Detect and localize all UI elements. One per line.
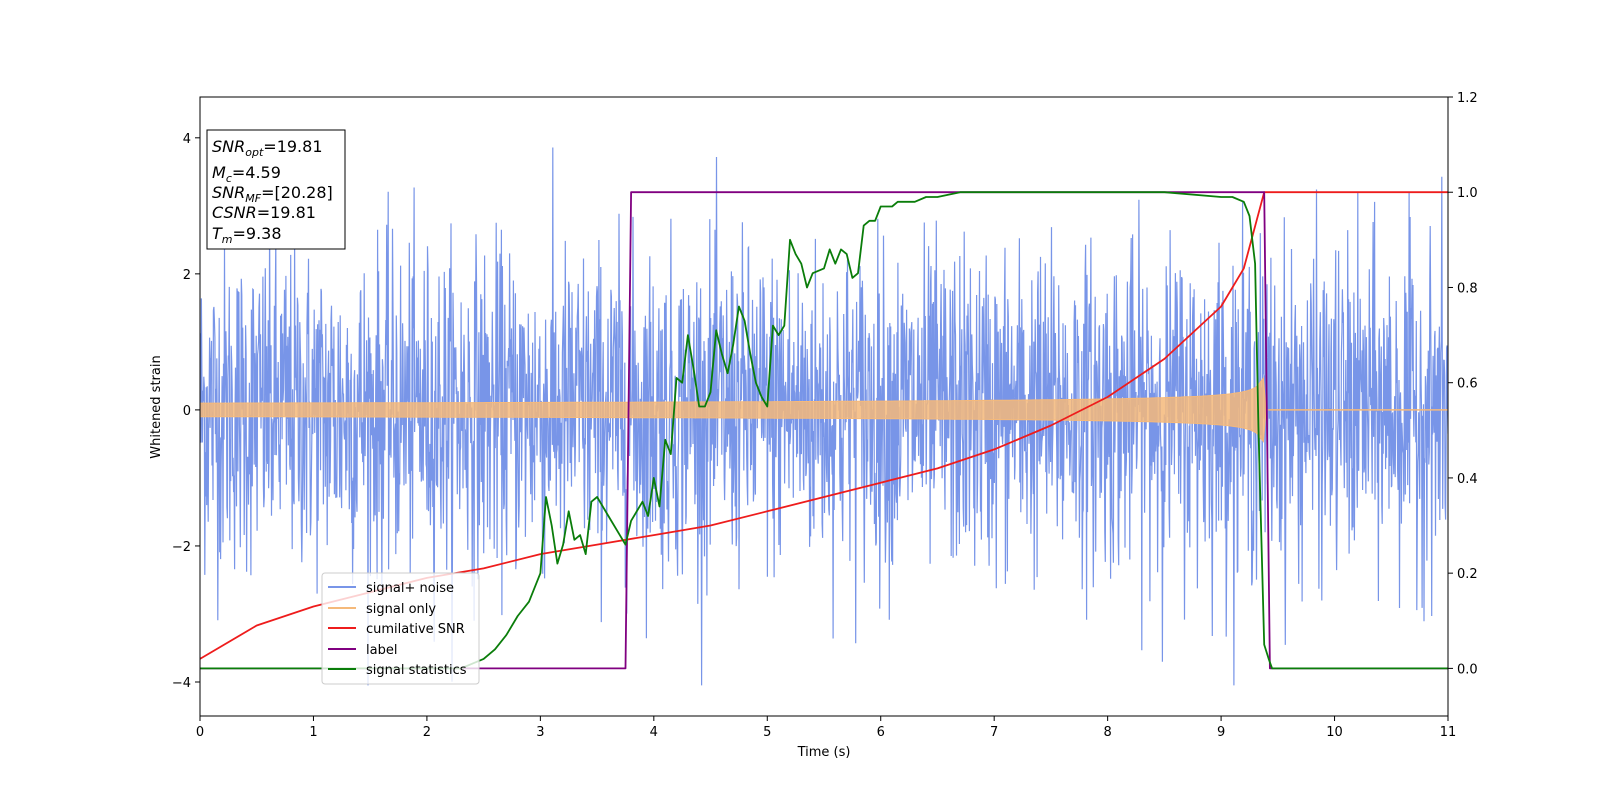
x-tick-label: 2	[423, 725, 431, 740]
y-right-tick-label: 0.2	[1457, 567, 1478, 582]
x-tick-label: 3	[536, 725, 544, 740]
chirp-mass-annotation: Mc=4.59	[212, 163, 281, 185]
y-left-tick-label: 0	[183, 404, 191, 419]
legend-item-signal-noise: signal+ noise	[328, 581, 454, 596]
x-tick-label: 9	[1217, 725, 1225, 740]
y-right-tick-label: 1.2	[1457, 91, 1478, 106]
y-left-tick-label: 2	[183, 268, 191, 283]
svg-text:signal statistics: signal statistics	[366, 663, 467, 678]
y-axis-label: Whitened strain	[149, 355, 164, 458]
snr-mf-annotation: SNRMF=[20.28]	[212, 183, 333, 205]
csnr-annotation: CSNR=19.81	[212, 203, 316, 222]
svg-text:signal only: signal only	[366, 602, 436, 617]
y-axis-left: −4 −2 0 2 4	[172, 132, 200, 691]
x-axis: 0 1 2 3 4 5 6 7 8 9 10 11	[196, 716, 1456, 740]
y-left-tick-label: −4	[172, 676, 191, 691]
x-axis-label: Time (s)	[797, 745, 851, 760]
x-tick-label: 4	[650, 725, 658, 740]
merger-time-annotation: Tm=9.38	[212, 224, 282, 246]
y-right-tick-label: 0.0	[1457, 662, 1478, 677]
x-tick-label: 8	[1103, 725, 1111, 740]
legend-item-label: label	[328, 643, 397, 658]
x-tick-label: 7	[990, 725, 998, 740]
legend-item-cumulative-snr: cumilative SNR	[328, 622, 465, 637]
x-tick-label: 0	[196, 725, 204, 740]
snr-opt-annotation: SNRopt=19.81	[212, 137, 323, 159]
y-right-tick-label: 1.0	[1457, 186, 1478, 201]
plot-frame	[199, 96, 1449, 717]
x-tick-label: 6	[877, 725, 885, 740]
x-tick-label: 10	[1326, 725, 1343, 740]
legend-item-signal-only: signal only	[328, 602, 436, 617]
stats-annotation-box: SNRopt=19.81 Mc=4.59 SNRMF=[20.28] CSNR=…	[206, 129, 346, 250]
svg-text:cumilative SNR: cumilative SNR	[366, 622, 465, 637]
series-layer	[200, 147, 1448, 686]
svg-text:signal+ noise: signal+ noise	[366, 581, 454, 596]
y-right-tick-label: 0.4	[1457, 472, 1478, 487]
y-right-tick-label: 0.6	[1457, 377, 1478, 392]
series-signal-statistics	[200, 191, 1448, 670]
y-axis-right: 0.0 0.2 0.4 0.6 0.8 1.0 1.2	[1448, 91, 1478, 677]
y-left-tick-label: −2	[172, 540, 191, 555]
x-tick-label: 1	[309, 725, 317, 740]
y-right-tick-label: 0.8	[1457, 281, 1478, 296]
series-signal-noise	[200, 147, 1448, 686]
legend: signal+ noise signal only cumilative SNR…	[321, 572, 480, 685]
x-tick-label: 5	[763, 725, 771, 740]
x-tick-label: 11	[1440, 725, 1457, 740]
y-left-tick-label: 4	[183, 132, 191, 147]
svg-text:label: label	[366, 643, 397, 658]
legend-item-signal-statistics: signal statistics	[328, 663, 467, 678]
